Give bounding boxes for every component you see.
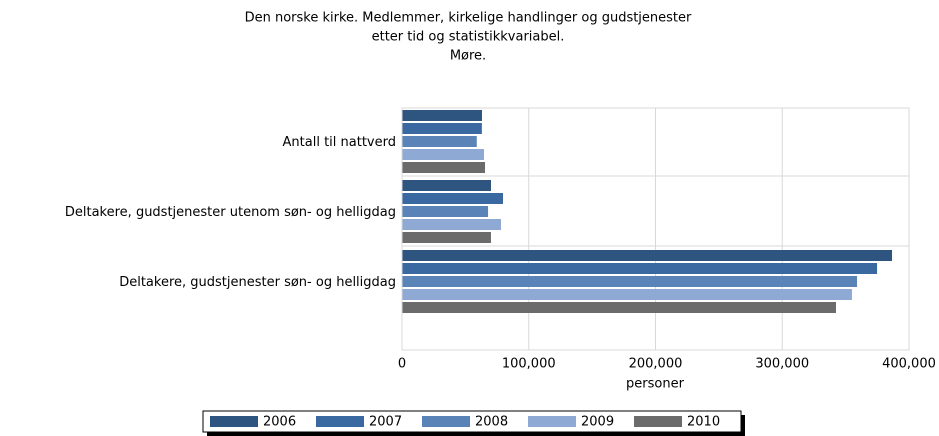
bar bbox=[402, 193, 504, 204]
legend-swatch bbox=[634, 416, 682, 427]
bar bbox=[402, 263, 878, 274]
x-tick-label: 200,000 bbox=[629, 357, 683, 372]
bar bbox=[402, 276, 858, 287]
y-tick-label: Deltakere, gudstjenester utenom søn- og … bbox=[65, 205, 396, 220]
bar bbox=[402, 289, 852, 300]
bar bbox=[402, 110, 482, 121]
chart-title: Den norske kirke. Medlemmer, kirkelige h… bbox=[245, 11, 692, 26]
y-tick-label: Antall til nattverd bbox=[283, 135, 396, 150]
x-tick-label: 0 bbox=[398, 357, 406, 372]
bar bbox=[402, 206, 489, 217]
bar bbox=[402, 123, 482, 134]
x-tick-label: 300,000 bbox=[755, 357, 809, 372]
legend-label: 2007 bbox=[369, 415, 402, 430]
legend-swatch bbox=[528, 416, 576, 427]
bar bbox=[402, 250, 893, 261]
chart-title: Møre. bbox=[450, 49, 486, 64]
legend-swatch bbox=[210, 416, 258, 427]
bar bbox=[402, 302, 836, 313]
y-tick-label: Deltakere, gudstjenester søn- og helligd… bbox=[119, 275, 396, 290]
legend-label: 2009 bbox=[581, 415, 614, 430]
x-tick-label: 400,000 bbox=[882, 357, 936, 372]
x-axis-label: personer bbox=[626, 377, 685, 392]
legend-swatch bbox=[316, 416, 364, 427]
bar bbox=[402, 162, 486, 173]
legend-label: 2006 bbox=[263, 415, 296, 430]
legend-swatch bbox=[422, 416, 470, 427]
chart-title: etter tid og statistikkvariabel. bbox=[372, 30, 565, 45]
bar bbox=[402, 219, 501, 230]
legend-label: 2010 bbox=[687, 415, 720, 430]
x-tick-label: 100,000 bbox=[502, 357, 556, 372]
bar bbox=[402, 136, 477, 147]
bar bbox=[402, 232, 491, 243]
bar bbox=[402, 180, 491, 191]
bar bbox=[402, 149, 485, 160]
legend-label: 2008 bbox=[475, 415, 508, 430]
